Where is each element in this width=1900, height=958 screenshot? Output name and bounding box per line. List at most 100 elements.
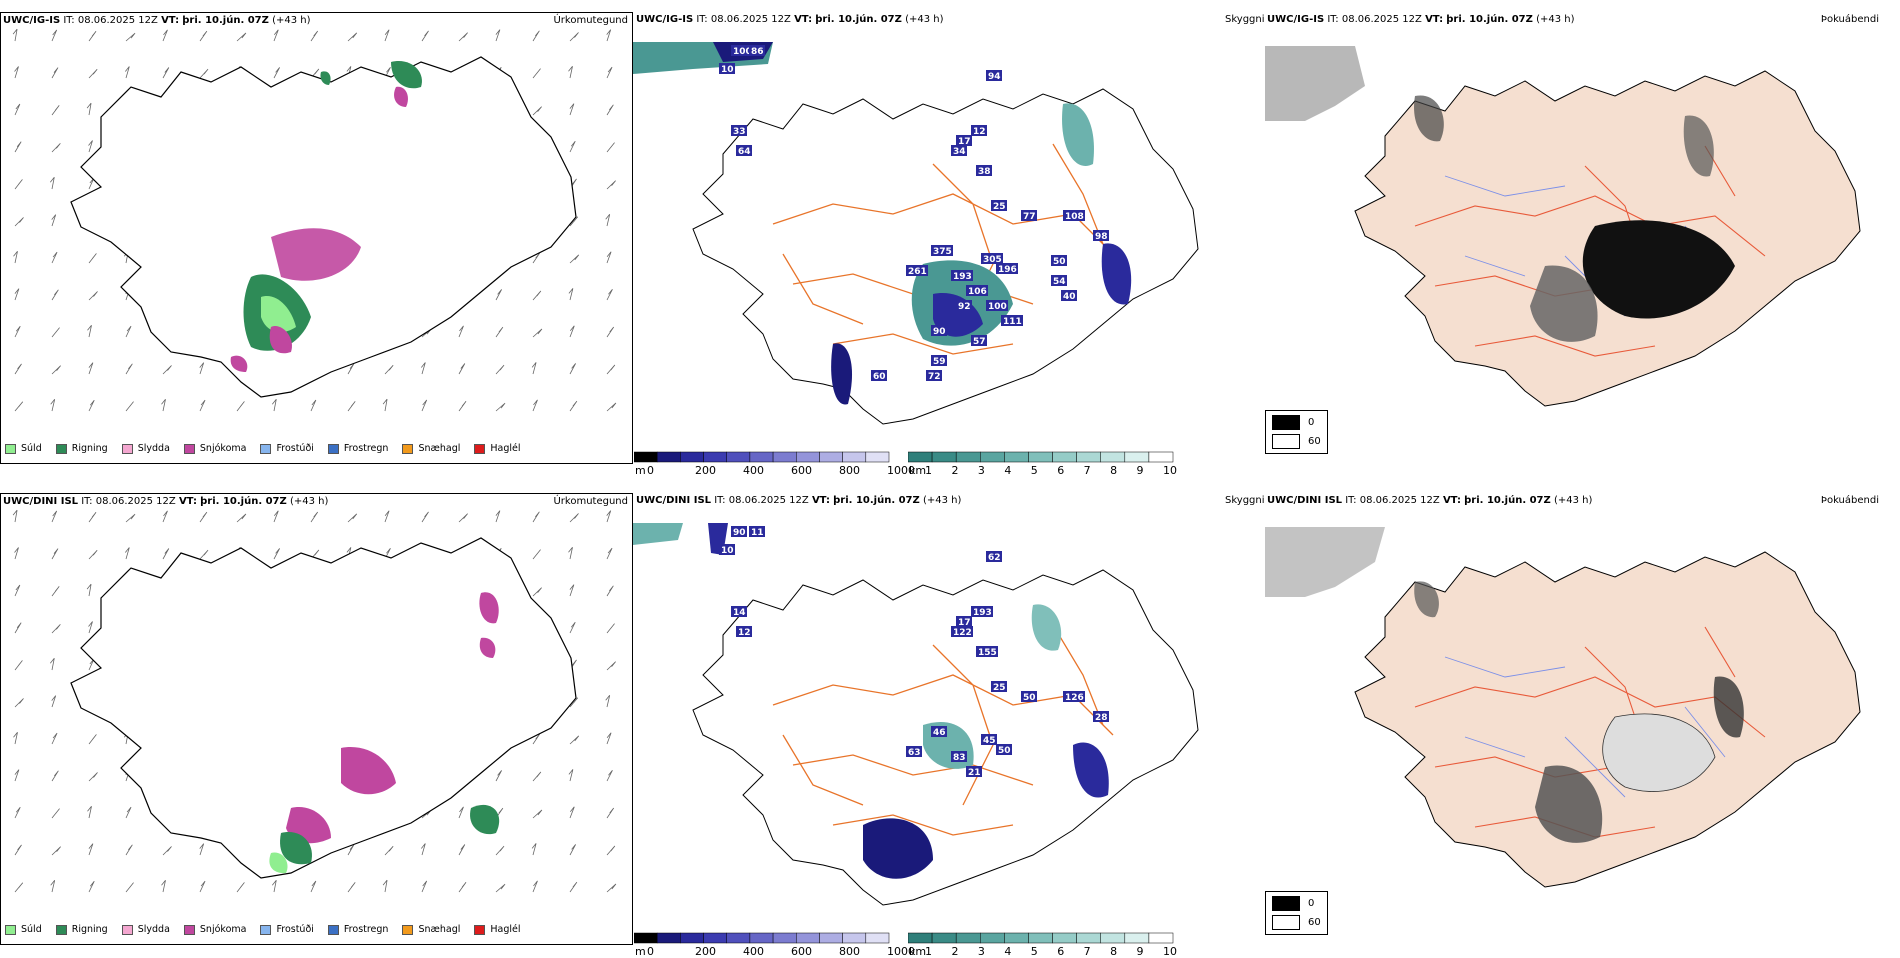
wind-barb <box>14 584 21 597</box>
wind-barb <box>569 140 576 153</box>
legend-swatch <box>183 924 195 935</box>
precip-legend: Súld Rigning Slydda Snjókoma Frostúði Frostre… <box>5 924 521 935</box>
cloud-value: 28 <box>1095 713 1108 723</box>
cloud-value: 17 <box>958 137 971 147</box>
colorbar-tick: 6 <box>1057 945 1065 958</box>
cloud-value: 94 <box>988 72 1001 82</box>
colorbar-tick: 8 <box>1110 464 1118 477</box>
legend-swatch <box>5 443 16 454</box>
wind-barb <box>532 809 543 819</box>
fog-legend-label: 0 <box>1308 417 1315 428</box>
cloud-value-bg <box>1061 290 1077 301</box>
colorbar-segment <box>1052 451 1077 463</box>
wind-barb <box>125 806 132 819</box>
colorbar-tick: 3 <box>977 464 985 477</box>
cloud-value: 40 <box>1063 292 1076 302</box>
wind-barb <box>12 509 18 523</box>
cloud-value: 100 <box>988 302 1007 312</box>
legend-label: Súld <box>21 443 42 454</box>
cloud-value-bg <box>976 165 992 176</box>
fog-panel-top: UWC/IG-IS IT: 08.06.2025 12Z VT: þri. 10… <box>1265 12 1885 464</box>
wind-barb <box>569 584 575 597</box>
colorbar-segment <box>1100 932 1126 944</box>
wind-barb <box>124 547 130 560</box>
cloud-value-bg <box>731 526 747 537</box>
wind-barb <box>125 882 134 893</box>
cloud-value: 46 <box>933 728 946 738</box>
colorbar-segment <box>819 932 843 944</box>
wind-barb <box>569 806 575 819</box>
wind-barb <box>569 513 579 523</box>
legend-item: Slydda <box>121 924 170 935</box>
wind-barb <box>605 214 611 227</box>
wind-barb <box>532 106 542 116</box>
cloud-value-bg <box>926 370 942 381</box>
wind-barb <box>532 587 542 597</box>
colorbar-tick: 600 <box>791 464 812 477</box>
wind-barb <box>310 30 319 42</box>
cloud-value: 77 <box>1023 212 1036 222</box>
wind-barb <box>310 549 320 560</box>
wind-barb <box>87 325 92 338</box>
wind-barb <box>569 325 575 338</box>
wind-barb <box>531 843 537 856</box>
cloud-value: 50 <box>998 746 1011 756</box>
wind-barb <box>51 67 59 79</box>
cloud-value: 83 <box>953 753 966 763</box>
wind-barb <box>458 882 467 893</box>
cloud-value-bg <box>1093 230 1109 241</box>
colorbar-tick: 5 <box>1030 945 1038 958</box>
colorbar-segment <box>680 932 704 944</box>
colorbar-segment <box>703 932 727 944</box>
wind-barb <box>51 510 58 523</box>
legend-item: Frostregn <box>327 924 388 935</box>
colorbar-segment <box>726 932 751 944</box>
fog-title: Þokuábendi <box>1820 14 1879 25</box>
cloud-value-bg <box>981 734 997 745</box>
wind-barb <box>271 398 277 412</box>
wind-barb <box>569 621 576 634</box>
wind-barb <box>14 769 20 782</box>
wind-barb <box>606 547 613 560</box>
wind-barb <box>495 29 501 42</box>
wind-barb <box>51 586 60 597</box>
wind-barb <box>199 399 206 412</box>
wind-barb <box>199 68 209 79</box>
wind-barb <box>125 32 136 42</box>
legend-label: Haglél <box>490 443 521 454</box>
legend-label: Frostregn <box>343 443 389 454</box>
wind-barb <box>14 547 19 560</box>
legend-swatch <box>55 924 67 935</box>
fog-legend-swatch <box>1272 915 1300 930</box>
panel-title: UWC/IG-IS IT: 08.06.2025 12Z VT: þri. 10… <box>1267 14 1575 25</box>
cloud-colorbar <box>908 932 1174 944</box>
wind-barb <box>13 732 18 745</box>
wind-barb <box>14 288 20 301</box>
wind-barb <box>51 251 58 264</box>
wind-barb <box>569 103 575 116</box>
colorbar-tick: 800 <box>839 945 860 958</box>
legend-item: Snjókoma <box>183 924 246 935</box>
wind-barb <box>495 883 506 893</box>
colorbar-segment <box>749 932 774 944</box>
wind-barb <box>606 732 612 745</box>
legend-item: Snæhagl <box>402 443 460 454</box>
fog-legend-item: 60 <box>1272 434 1321 449</box>
cloud-value-bg <box>931 355 947 366</box>
colorbar-segment <box>865 932 890 944</box>
fog-map <box>1265 527 1861 888</box>
colorbar-segment <box>980 451 1005 463</box>
cloud-value: 38 <box>978 167 991 177</box>
colorbar-segment <box>1148 451 1174 463</box>
wind-barb <box>568 769 574 782</box>
wind-barb <box>606 364 616 375</box>
wind-barb <box>161 880 166 893</box>
wind-barb <box>88 512 97 523</box>
wind-barb <box>606 585 614 597</box>
wind-barb <box>14 141 22 153</box>
cloud-value-bg <box>951 626 973 637</box>
colorbar-segment <box>908 932 933 944</box>
wind-barb <box>420 362 426 375</box>
wind-barb <box>532 771 542 782</box>
legend-swatch <box>183 443 195 454</box>
